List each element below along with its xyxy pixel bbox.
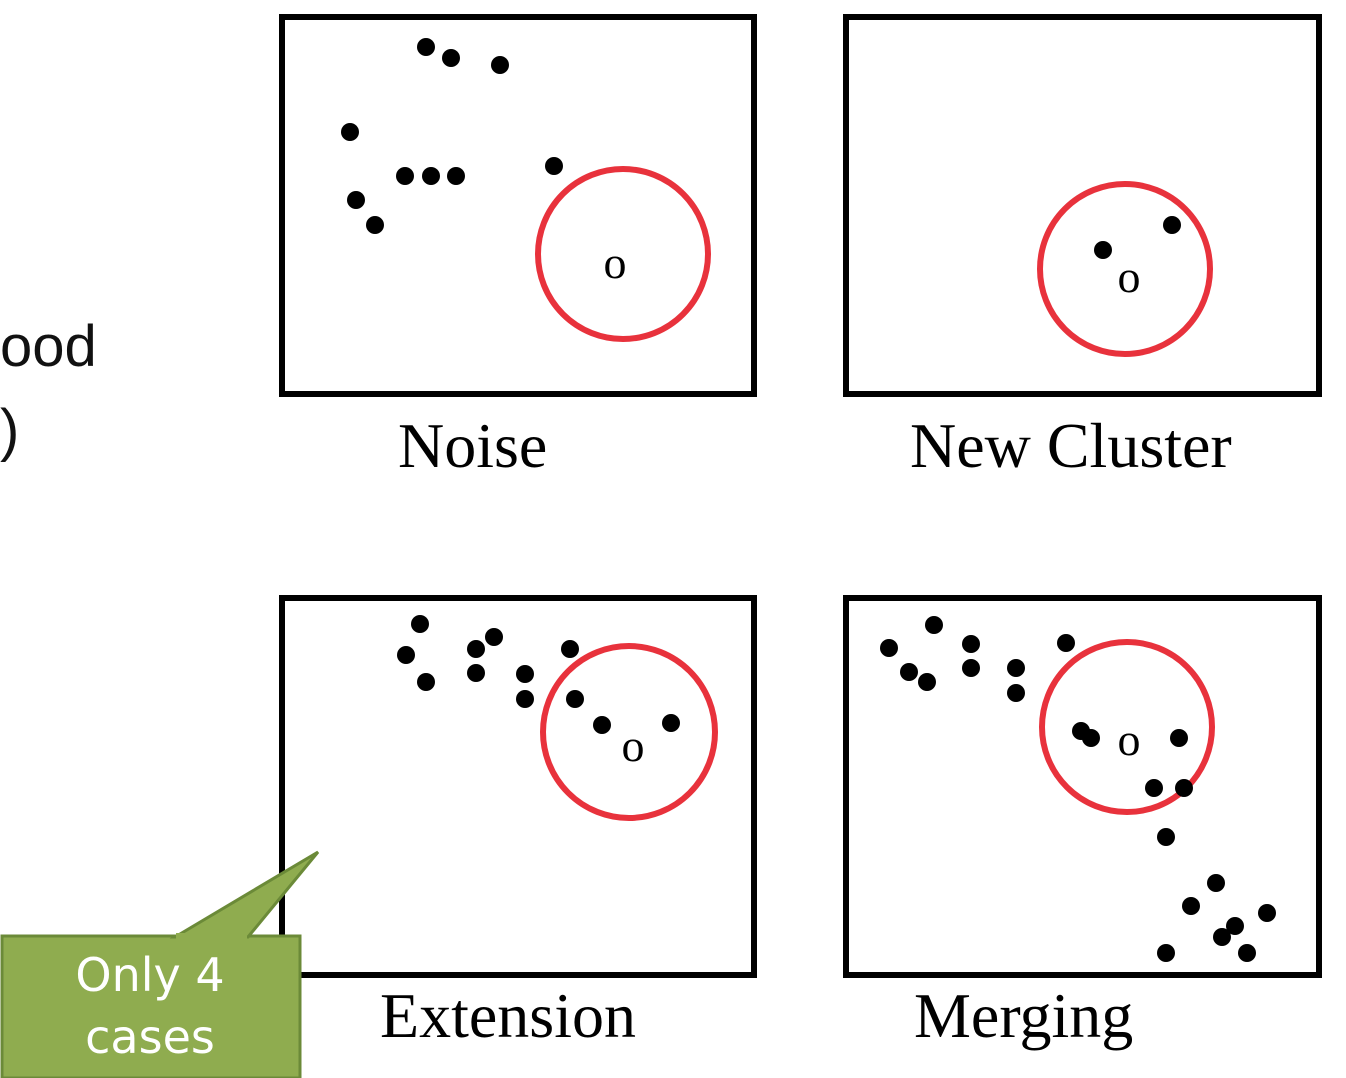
panel-extension-drawing: o xyxy=(397,615,718,821)
point xyxy=(1057,634,1075,652)
point xyxy=(1170,729,1188,747)
point xyxy=(962,635,980,653)
caption-noise: Noise xyxy=(398,410,548,481)
callout-line2: cases xyxy=(85,1010,215,1064)
point xyxy=(662,714,680,732)
point xyxy=(447,167,465,185)
panel-extension: o xyxy=(279,595,757,978)
point xyxy=(417,38,435,56)
center-point-label: o xyxy=(604,237,627,288)
point xyxy=(417,673,435,691)
point xyxy=(1157,944,1175,962)
point xyxy=(1082,729,1100,747)
point xyxy=(396,167,414,185)
point xyxy=(347,191,365,209)
point xyxy=(545,157,563,175)
point xyxy=(411,615,429,633)
point xyxy=(442,49,460,67)
caption-extension: Extension xyxy=(380,980,636,1051)
caption-merging: Merging xyxy=(914,980,1134,1051)
point xyxy=(1094,241,1112,259)
point xyxy=(485,628,503,646)
point xyxy=(880,639,898,657)
point xyxy=(918,673,936,691)
point xyxy=(491,56,509,74)
center-point-label: o xyxy=(1118,251,1141,302)
point xyxy=(1238,944,1256,962)
epsilon-neighborhood-circle xyxy=(535,166,711,342)
caption-new-cluster: New Cluster xyxy=(910,410,1232,481)
point xyxy=(1163,216,1181,234)
point xyxy=(366,216,384,234)
panel-noise: o xyxy=(279,14,757,397)
point xyxy=(1007,659,1025,677)
point xyxy=(422,167,440,185)
epsilon-neighborhood-circle xyxy=(540,643,718,821)
callout-line1: Only 4 xyxy=(75,948,225,1002)
point xyxy=(1226,917,1244,935)
point xyxy=(397,646,415,664)
point xyxy=(341,123,359,141)
cut-off-text-line2: ) xyxy=(0,398,20,463)
epsilon-neighborhood-circle xyxy=(1037,181,1213,357)
cut-off-text-line1: ood xyxy=(0,314,97,379)
point xyxy=(561,640,579,658)
panel-new-cluster-drawing: o xyxy=(1037,181,1213,357)
point xyxy=(593,716,611,734)
center-point-label: o xyxy=(622,720,645,771)
point xyxy=(1182,897,1200,915)
point xyxy=(1007,684,1025,702)
point xyxy=(1213,928,1231,946)
callout-bubble xyxy=(0,850,320,1078)
point xyxy=(566,690,584,708)
point xyxy=(1145,779,1163,797)
panel-new-cluster: o xyxy=(843,14,1322,397)
point xyxy=(1157,828,1175,846)
point xyxy=(925,616,943,634)
point xyxy=(467,640,485,658)
panel-merging-drawing: o xyxy=(880,616,1276,962)
callout-text: Only 4 cases xyxy=(0,936,300,1078)
panel-noise-drawing: o xyxy=(341,38,711,342)
center-point-label: o xyxy=(1118,714,1141,765)
point xyxy=(1258,904,1276,922)
point xyxy=(1207,874,1225,892)
panel-merging: o xyxy=(843,595,1322,978)
point xyxy=(467,664,485,682)
point xyxy=(962,659,980,677)
point xyxy=(900,663,918,681)
point xyxy=(516,665,534,683)
point xyxy=(1175,779,1193,797)
epsilon-neighborhood-circle xyxy=(1039,639,1215,815)
point xyxy=(516,690,534,708)
